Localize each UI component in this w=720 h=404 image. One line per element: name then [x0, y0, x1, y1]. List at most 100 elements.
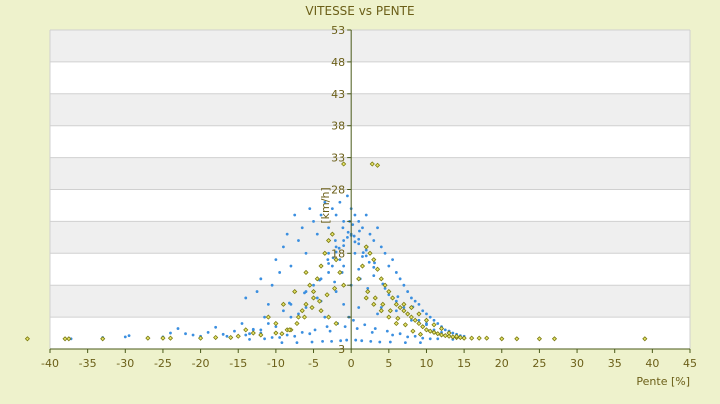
data-point: [403, 341, 407, 345]
x-tick-label: -5: [308, 357, 319, 370]
data-point: [435, 331, 441, 337]
data-point: [304, 306, 308, 309]
data-point: [24, 336, 30, 342]
plot-band: [50, 285, 690, 318]
data-point: [123, 335, 127, 339]
data-point: [352, 318, 355, 322]
data-point: [313, 328, 317, 332]
data-point: [342, 220, 346, 223]
chart-title: VITESSE vs PENTE: [305, 4, 414, 18]
data-point: [346, 194, 349, 198]
data-point: [289, 315, 293, 319]
data-point: [353, 240, 357, 244]
data-point: [228, 334, 234, 341]
data-point: [446, 333, 452, 339]
y-tick-label: 28: [331, 184, 345, 197]
data-point: [391, 333, 394, 337]
data-point: [363, 323, 367, 327]
data-point: [100, 336, 106, 342]
data-point: [361, 226, 364, 230]
data-point: [278, 336, 282, 339]
x-tick-label: -15: [229, 357, 247, 370]
data-point: [443, 328, 447, 332]
x-tick-label: 25: [532, 357, 546, 370]
data-point: [221, 332, 225, 336]
data-point: [369, 161, 375, 167]
data-point: [451, 331, 455, 335]
data-point: [342, 302, 346, 306]
data-point: [334, 290, 338, 293]
data-point: [382, 282, 388, 288]
data-point: [438, 326, 445, 332]
data-point: [366, 286, 370, 290]
x-tick-label: 40: [645, 357, 659, 370]
data-point: [282, 245, 285, 249]
data-point: [293, 213, 297, 217]
data-point: [314, 276, 320, 282]
data-point: [370, 331, 374, 334]
data-point: [323, 200, 327, 204]
data-point: [514, 336, 520, 342]
data-point: [393, 320, 399, 327]
data-point: [421, 336, 425, 340]
plot-band: [50, 253, 690, 286]
data-point: [373, 327, 377, 330]
plot-band: [50, 221, 690, 254]
data-point: [243, 327, 249, 333]
data-point: [333, 320, 339, 327]
data-point: [345, 338, 349, 342]
data-point: [198, 335, 204, 341]
y-tick-label: 18: [331, 247, 345, 260]
data-point: [322, 250, 328, 256]
x-tick-label: -35: [79, 357, 97, 370]
data-point: [425, 312, 428, 316]
data-point: [292, 289, 298, 295]
data-point: [341, 161, 347, 167]
data-point: [417, 318, 421, 322]
data-point: [270, 336, 274, 339]
data-point: [259, 328, 263, 332]
data-point: [367, 250, 373, 256]
data-point: [327, 251, 330, 255]
data-point: [62, 336, 68, 342]
data-point: [273, 320, 279, 327]
data-point: [405, 311, 411, 317]
data-point: [363, 295, 369, 301]
data-point: [295, 341, 299, 345]
data-point: [346, 235, 349, 239]
data-point: [421, 309, 425, 313]
data-point: [364, 254, 368, 258]
data-point: [642, 336, 648, 342]
data-point: [379, 306, 383, 309]
y-axis-label: [km/h]: [319, 187, 332, 223]
data-point: [378, 340, 382, 344]
data-point: [176, 327, 180, 330]
data-point: [258, 332, 264, 338]
data-point: [410, 296, 413, 300]
x-axis-label: Pente [%]: [636, 375, 690, 388]
data-point: [442, 333, 448, 339]
data-point: [372, 265, 376, 269]
data-point: [169, 331, 172, 335]
y-tick-label: 53: [331, 24, 345, 37]
data-point: [341, 282, 347, 288]
data-point: [319, 213, 323, 217]
data-point: [327, 226, 330, 230]
data-point: [326, 237, 332, 244]
data-point: [425, 323, 428, 327]
data-point: [367, 260, 371, 264]
data-point: [307, 282, 313, 288]
data-point: [301, 314, 308, 320]
data-point: [357, 242, 361, 246]
data-point: [310, 340, 314, 344]
data-point: [206, 331, 210, 334]
data-point: [365, 289, 371, 295]
data-point: [330, 339, 333, 343]
data-point: [343, 325, 347, 329]
data-point: [341, 226, 345, 230]
data-point: [299, 308, 305, 314]
data-point: [263, 337, 266, 341]
data-point: [387, 264, 391, 268]
